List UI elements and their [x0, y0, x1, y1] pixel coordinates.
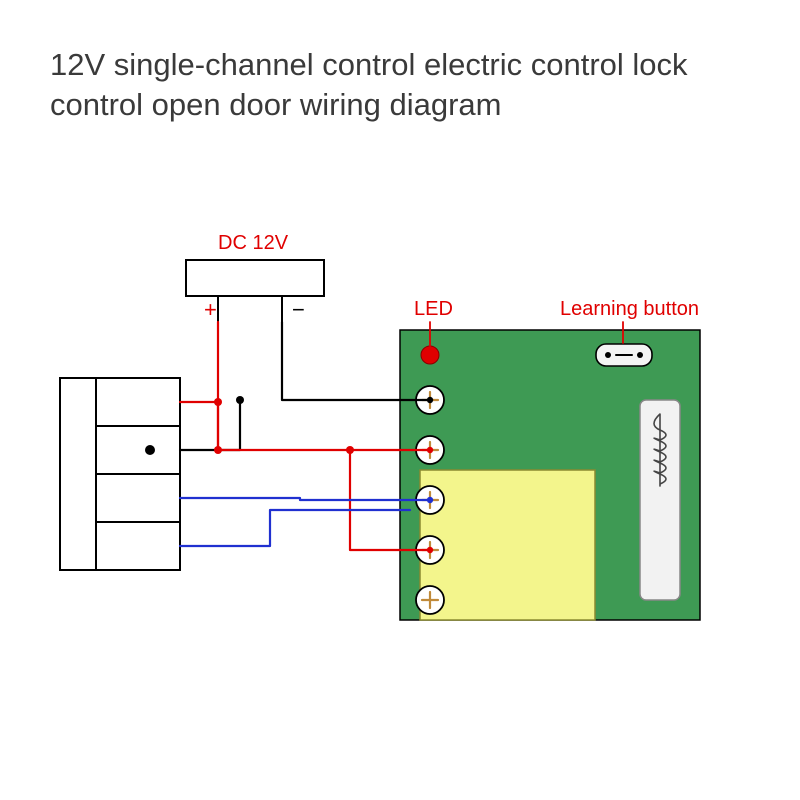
wiring-svg	[0, 0, 800, 800]
